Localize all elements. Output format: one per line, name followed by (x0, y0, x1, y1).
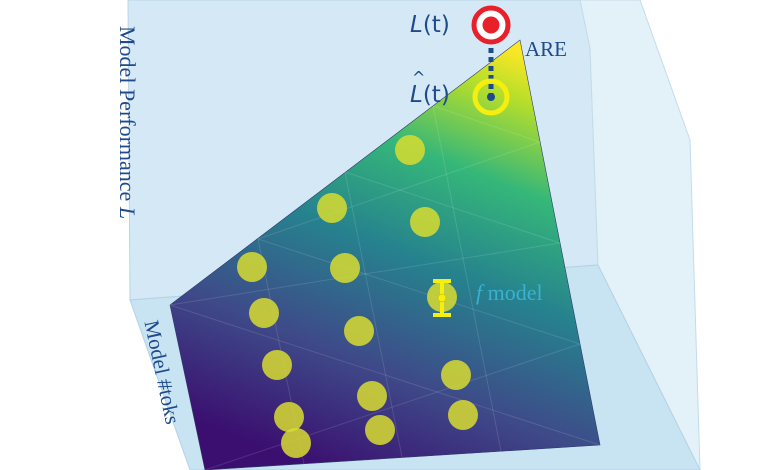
data-point (395, 135, 425, 165)
predicted-loss-arg: (t) (422, 82, 450, 108)
y-axis-label: Model Performance L (114, 26, 140, 219)
data-point (441, 360, 471, 390)
are-label: ARE (525, 37, 567, 61)
data-point (448, 400, 478, 430)
data-point (330, 253, 360, 283)
predicted-loss-label: L(t) (410, 68, 450, 108)
y-axis-var: L (115, 206, 140, 220)
pred-dot (487, 93, 495, 101)
true-loss-arg: (t) (422, 12, 450, 38)
bullseye-icon (471, 5, 511, 45)
data-point (317, 193, 347, 223)
data-point (357, 381, 387, 411)
data-point (344, 316, 374, 346)
true-loss-var: L (410, 12, 423, 38)
model-label: f model (476, 280, 543, 306)
data-point (262, 350, 292, 380)
data-point (410, 207, 440, 237)
model-point (427, 279, 457, 317)
y-axis-text: Model Performance (115, 26, 140, 202)
data-point (281, 428, 311, 458)
data-point (274, 402, 304, 432)
model-label-var: f (476, 280, 483, 305)
ring-icon (472, 78, 510, 116)
data-points (237, 135, 478, 458)
data-point (237, 252, 267, 282)
data-point (365, 415, 395, 445)
model-label-text: model (482, 280, 543, 305)
predicted-loss-var: L (410, 68, 425, 108)
true-loss-label: L(t) (410, 12, 450, 38)
data-point (249, 298, 279, 328)
